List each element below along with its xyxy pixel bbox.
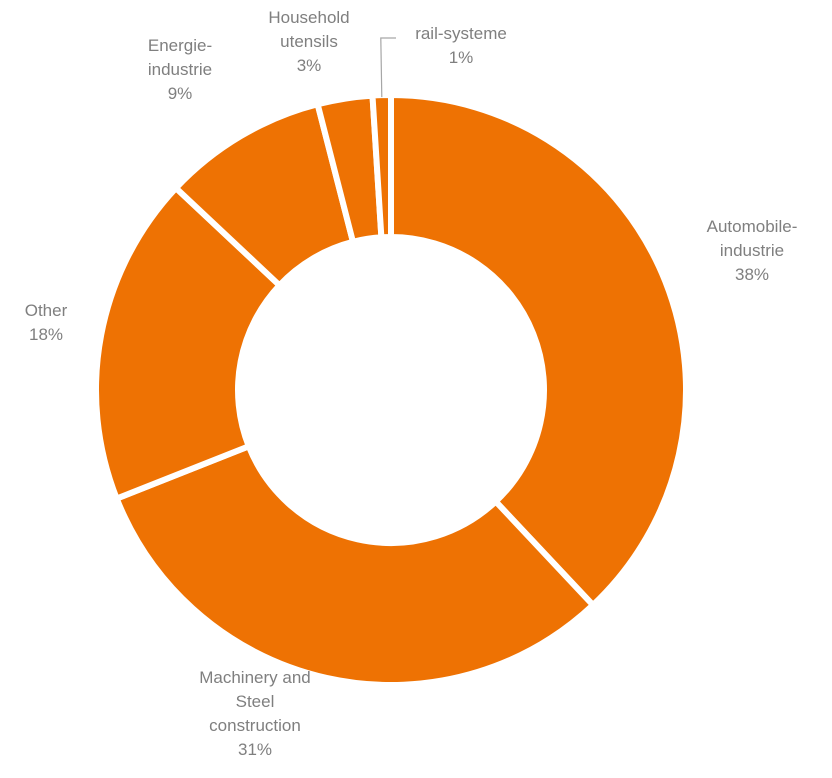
label-automobile-industrie: Automobile- industrie 38% [706, 217, 798, 284]
label-machinery-steel-construction: Machinery and Steel construction 31% [199, 668, 311, 759]
label-rail-systeme: rail-systeme 1% [415, 24, 507, 67]
slice-automobile-industrie [388, 91, 689, 610]
slice-rail-systeme [369, 91, 394, 241]
label-household-utensils: Household utensils 3% [268, 8, 350, 75]
slice-other [93, 183, 284, 503]
rail-systeme-leader-line [380, 37, 396, 98]
label-other: Other 18% [24, 301, 68, 344]
slice-machinery-and-steel-construction [112, 442, 598, 688]
label-energie-industrie: Energie- industrie 9% [147, 36, 213, 103]
